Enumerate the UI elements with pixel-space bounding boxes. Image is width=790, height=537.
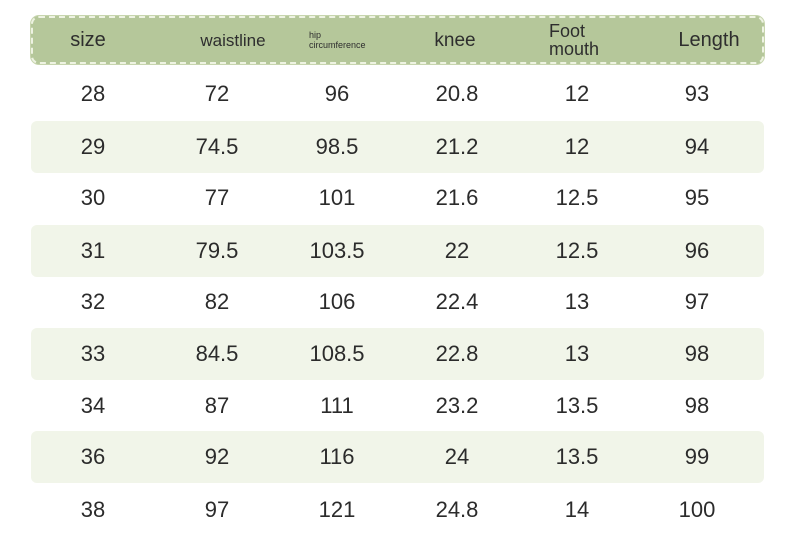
cell-length: 96 [684, 238, 710, 263]
cell-waistline: 74.5 [195, 134, 239, 159]
header-size: size [70, 29, 106, 51]
cell-hip: 121 [318, 497, 356, 522]
cell-foot-mouth: 13 [564, 289, 590, 314]
header-foot-mouth: Foot mouth [549, 18, 619, 62]
cell-waistline: 92 [204, 444, 230, 469]
cell-size: 32 [80, 289, 106, 314]
cell-size: 31 [80, 238, 106, 263]
cell-foot-mouth: 12 [564, 134, 590, 159]
table-row: 38 97 121 24.8 14 100 [31, 484, 764, 536]
cell-knee: 20.8 [435, 81, 479, 106]
table-row: 32 82 106 22.4 13 97 [31, 276, 764, 328]
cell-foot-mouth: 14 [564, 497, 590, 522]
cell-foot-mouth: 13.5 [555, 444, 599, 469]
cell-length: 99 [684, 444, 710, 469]
cell-knee: 24.8 [435, 497, 479, 522]
table-row: 36 92 116 24 13.5 99 [31, 431, 764, 483]
cell-size: 29 [80, 134, 106, 159]
cell-knee: 24 [444, 444, 470, 469]
table-row: 29 74.5 98.5 21.2 12 94 [31, 121, 764, 173]
cell-length: 97 [684, 289, 710, 314]
cell-foot-mouth: 12.5 [555, 185, 599, 210]
table-row: 28 72 96 20.8 12 93 [31, 68, 764, 120]
cell-knee: 21.6 [435, 185, 479, 210]
cell-size: 28 [80, 81, 106, 106]
cell-hip: 103.5 [309, 238, 365, 263]
cell-waistline: 77 [204, 185, 230, 210]
cell-size: 36 [80, 444, 106, 469]
header-hip-line1: hip [309, 29, 322, 40]
header-knee: knee [434, 29, 476, 51]
cell-foot-mouth: 12.5 [555, 238, 599, 263]
cell-size: 30 [80, 185, 106, 210]
cell-length: 98 [684, 393, 710, 418]
cell-hip: 116 [319, 444, 355, 469]
table-row: 31 79.5 103.5 22 12.5 96 [31, 225, 764, 277]
cell-length: 93 [684, 81, 710, 106]
cell-waistline: 72 [204, 81, 230, 106]
header-waistline: waistline [200, 30, 266, 50]
cell-length: 98 [684, 341, 710, 366]
cell-length: 100 [678, 497, 716, 522]
cell-foot-mouth: 13 [564, 341, 590, 366]
header-foot-line1: Foot [549, 21, 586, 41]
cell-hip: 106 [318, 289, 356, 314]
cell-foot-mouth: 13.5 [555, 393, 599, 418]
cell-foot-mouth: 12 [564, 81, 590, 106]
cell-knee: 22.8 [435, 341, 479, 366]
cell-size: 33 [80, 341, 106, 366]
cell-hip: 98.5 [315, 134, 359, 159]
cell-knee: 22 [444, 238, 470, 263]
cell-knee: 23.2 [435, 393, 479, 418]
cell-waistline: 79.5 [195, 238, 239, 263]
cell-hip: 108.5 [309, 341, 365, 366]
table-header: size waistline hip circumference knee Fo… [31, 16, 764, 64]
table-row: 33 84.5 108.5 22.8 13 98 [31, 328, 764, 380]
cell-length: 94 [684, 134, 710, 159]
cell-length: 95 [684, 185, 710, 210]
header-hip-line2: circumference [309, 40, 366, 50]
cell-waistline: 82 [204, 289, 230, 314]
cell-size: 34 [80, 393, 106, 418]
cell-waistline: 87 [204, 393, 230, 418]
cell-waistline: 97 [204, 497, 230, 522]
cell-hip: 101 [318, 185, 356, 210]
cell-knee: 22.4 [435, 289, 479, 314]
cell-waistline: 84.5 [195, 341, 239, 366]
table-row: 30 77 101 21.6 12.5 95 [31, 172, 764, 224]
cell-size: 38 [80, 497, 106, 522]
header-foot-line2: mouth [549, 39, 600, 59]
cell-hip: 111 [320, 393, 354, 418]
table-row: 34 87 111 23.2 13.5 98 [31, 380, 764, 432]
header-hip-circumference: hip circumference [309, 18, 399, 62]
cell-hip: 96 [324, 81, 350, 106]
header-length: Length [678, 29, 740, 51]
cell-knee: 21.2 [435, 134, 479, 159]
